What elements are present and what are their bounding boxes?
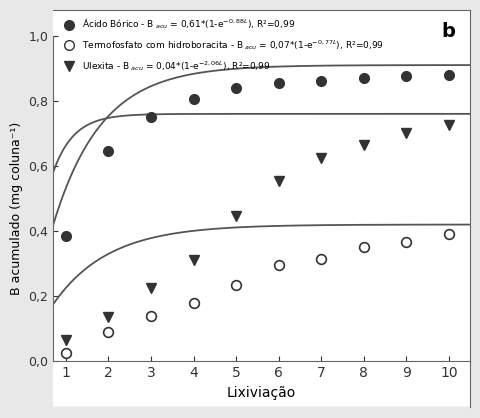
- Text: b: b: [442, 22, 456, 41]
- Y-axis label: B acumulado (mg coluna⁻¹): B acumulado (mg coluna⁻¹): [10, 122, 23, 295]
- X-axis label: Lixiviação: Lixiviação: [227, 386, 296, 400]
- Legend: Ácido Bórico - B$_{\ acu}$ = 0,61*(1-e$^{-0,88L}$), R²=0,99, Termofosfato com hi: Ácido Bórico - B$_{\ acu}$ = 0,61*(1-e$^…: [58, 14, 387, 76]
